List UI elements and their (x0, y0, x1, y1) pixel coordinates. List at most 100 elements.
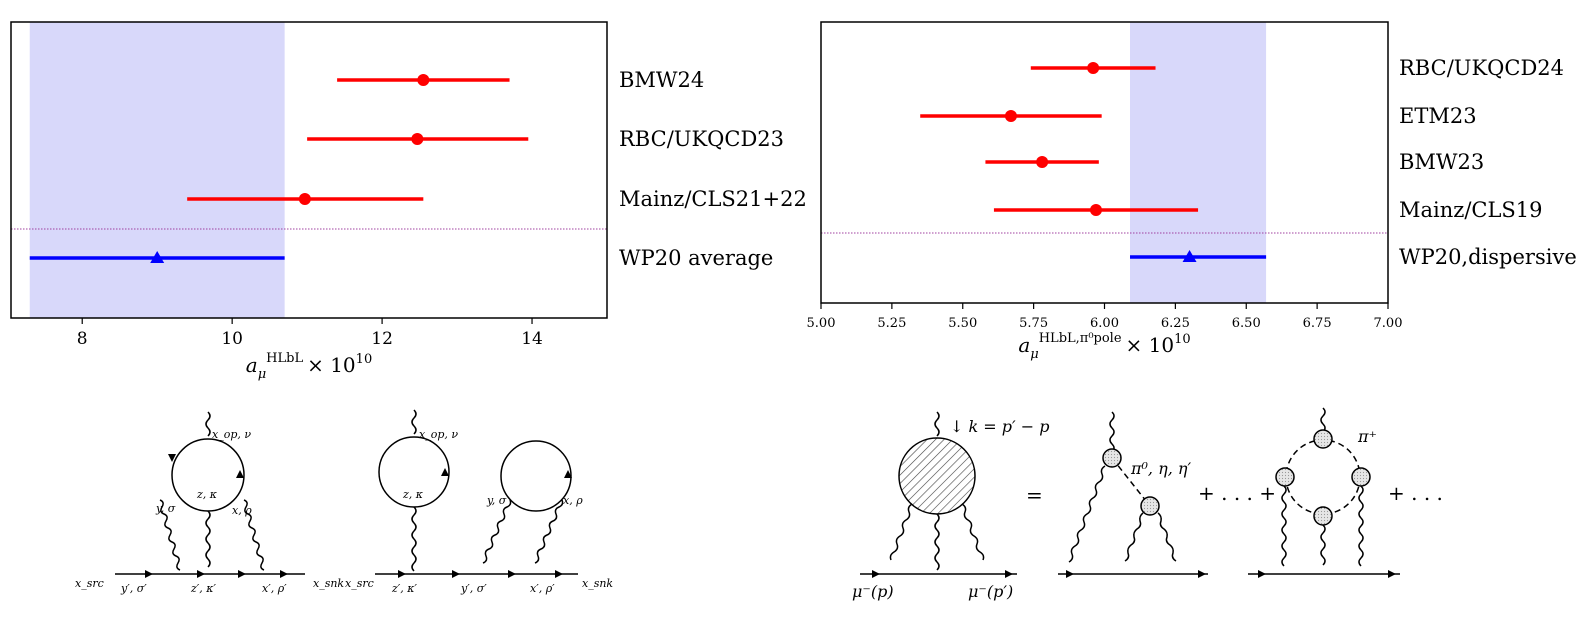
pion-propagator (1111, 457, 1151, 507)
arrow-icon (508, 570, 516, 578)
form-factor-blob (1313, 506, 1333, 526)
form-factor-blob (1140, 496, 1160, 516)
chart-marks (920, 62, 1267, 262)
label-z: z, κ (402, 488, 424, 501)
legend-label: WP20 average (619, 246, 773, 270)
label-y-prime: y′, σ′ (460, 582, 487, 595)
label-y-prime: y′, σ′ (120, 582, 147, 595)
chart-left: 8 10 12 14 BMW24 RBC/UKQCD23 Mainz/CLS21+22 WP… (10, 21, 807, 382)
data-point (411, 133, 424, 145)
legend-label: BMW24 (619, 68, 704, 92)
uncertainty-band (1130, 22, 1267, 303)
tick-label: 5.00 (807, 316, 836, 331)
tick-label: 14 (521, 329, 543, 349)
arrow-icon (236, 470, 244, 478)
plus-dots: + . . . (1388, 481, 1443, 505)
photon-line (205, 411, 211, 437)
pion-loop (1285, 439, 1361, 515)
photon-line (889, 503, 913, 561)
legend-label: Mainz/CLS21+22 (619, 187, 807, 211)
arrow-icon (872, 570, 880, 578)
label-x-prime: x′, ρ′ (262, 582, 287, 595)
tick-label: 7.00 (1374, 316, 1403, 331)
plus-dots-plus: + . . . + (1198, 481, 1276, 505)
x-axis-label: aμHLbL,π⁰pole × 1010 (1018, 331, 1190, 362)
data-point-triangle (150, 251, 165, 263)
legend-label: RBC/UKQCD23 (619, 127, 784, 151)
quark-loop (500, 440, 572, 512)
label-x-src: x_src (345, 577, 374, 590)
arrow-icon (1005, 570, 1013, 578)
label-x-prime: x′, ρ′ (530, 582, 555, 595)
data-point (298, 193, 311, 205)
x-axis-ticks: 5.00 5.25 5.50 5.75 6.00 6.25 6.50 6.75 7.00 (807, 303, 1403, 331)
plot-frame (10, 21, 608, 319)
photon-line (1281, 485, 1287, 567)
label-pi-plus: π⁺ (1357, 427, 1377, 446)
photon-line (1320, 524, 1326, 566)
arrow-icon (280, 570, 288, 578)
photon-line (1124, 512, 1144, 562)
data-point (1036, 156, 1049, 168)
tick-label: 6.25 (1161, 316, 1190, 331)
label-muon-in: μ⁻(p) (852, 582, 894, 601)
photon-line (411, 409, 417, 435)
chart-marks (29, 74, 529, 263)
data-point (417, 74, 430, 86)
data-point (1004, 110, 1017, 122)
arrow-icon (1388, 570, 1396, 578)
legend-label: WP20,dispersive (1399, 245, 1577, 269)
form-factor-blob (1351, 467, 1371, 487)
label-z: z, κ (196, 488, 218, 501)
arrow-icon (1258, 570, 1266, 578)
photon-line (1068, 465, 1106, 563)
feynman-diagram-connected (115, 411, 305, 578)
legend-label: Mainz/CLS19 (1399, 198, 1543, 222)
label-x: x, ρ (232, 504, 252, 517)
photon-line (482, 499, 512, 564)
legend-labels: RBC/UKQCD24 ETM23 BMW23 Mainz/CLS19 WP20,dis… (1399, 56, 1577, 269)
uncertainty-band (29, 22, 285, 318)
diagram3-labels: ↓ k = p′ − p μ⁻(p) μ⁻(p′) = π⁰, η, η′ + … (852, 417, 1443, 601)
chart-right: 5.00 5.25 5.50 5.75 6.00 6.25 6.50 6.75 7.00 RBC… (807, 21, 1577, 362)
tick-label: 5.50 (948, 316, 977, 331)
arrow-icon (238, 570, 246, 578)
legend-labels: BMW24 RBC/UKQCD23 Mainz/CLS21+22 WP20 avera… (619, 68, 807, 270)
label-x-src: x_src (75, 577, 104, 590)
tick-label: 6.50 (1232, 316, 1261, 331)
legend-label: RBC/UKQCD24 (1399, 56, 1564, 80)
tick-label: 12 (371, 329, 393, 349)
tick-label: 8 (77, 329, 88, 349)
label-y: y, σ (486, 494, 507, 507)
hlbl-blob (898, 437, 976, 515)
arrow-icon (168, 454, 176, 462)
photon-line (243, 499, 265, 571)
label-x-snk: x_snk (313, 577, 344, 590)
photon-line (411, 506, 417, 572)
arrow-icon (452, 570, 460, 578)
legend-label: BMW23 (1399, 150, 1484, 174)
form-factor-blob (1313, 429, 1333, 449)
plot-frame (820, 21, 1389, 304)
photon-line (934, 513, 940, 571)
tick-label: 6.75 (1303, 316, 1332, 331)
arrow-icon (564, 470, 572, 478)
arrow-icon (555, 570, 563, 578)
photon-line (961, 503, 985, 561)
x-axis-ticks: 8 10 12 14 (77, 318, 543, 349)
label-z-prime: z′, κ′ (391, 582, 417, 595)
label-momentum-transfer: ↓ k = p′ − p (950, 417, 1049, 436)
photon-line (1358, 485, 1364, 567)
data-point (1089, 204, 1102, 216)
label-muon-out: μ⁻(p′) (968, 582, 1013, 601)
photon-line (1320, 407, 1326, 433)
photon-line (934, 411, 940, 437)
tick-label: 10 (221, 329, 243, 349)
data-point (1087, 62, 1100, 74)
photon-line (1109, 411, 1115, 453)
hlbl-pole-expansion (860, 407, 1400, 578)
arrow-icon (398, 570, 406, 578)
data-point-triangle (1182, 250, 1197, 262)
label-x-op: x_op, ν (419, 428, 458, 441)
